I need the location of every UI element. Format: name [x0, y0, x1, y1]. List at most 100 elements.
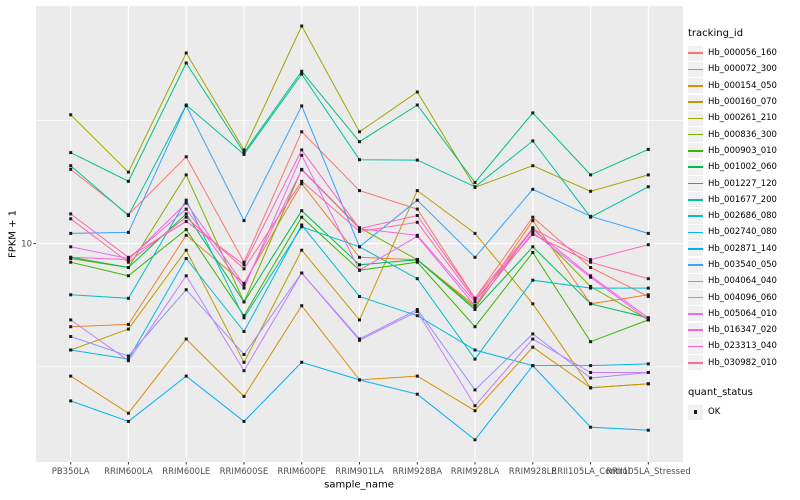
data-point [300, 271, 304, 275]
data-point [415, 189, 419, 193]
data-point [242, 151, 246, 155]
legend-label: Hb_001677_200 [708, 194, 777, 205]
data-point [473, 388, 477, 392]
data-point [358, 378, 361, 382]
legend-line-swatch [688, 361, 703, 364]
data-point [531, 230, 535, 234]
data-point [646, 428, 650, 432]
legend-label: Hb_000261_210 [708, 113, 777, 124]
data-point [184, 374, 188, 378]
data-point [242, 283, 246, 287]
data-point [242, 394, 246, 398]
data-point [126, 322, 130, 326]
legend-line-swatch [688, 247, 703, 250]
legend-line-swatch [688, 296, 703, 299]
legend-label: Hb_005064_010 [708, 308, 777, 319]
legend-label: Hb_001227_120 [708, 178, 777, 189]
data-point [415, 103, 419, 107]
data-point [242, 419, 246, 423]
data-point [531, 364, 535, 368]
data-point [126, 411, 130, 415]
legend-label: Hb_000154_050 [708, 80, 777, 91]
legend-label: OK [708, 407, 721, 418]
data-point [69, 293, 73, 297]
data-point [242, 300, 246, 304]
data-point [242, 267, 246, 271]
data-point [69, 318, 73, 322]
data-point [473, 306, 477, 310]
legend-line-swatch [688, 313, 703, 315]
legend-item: Hb_002740_080 [688, 224, 800, 240]
data-point [184, 233, 188, 237]
data-point [415, 207, 419, 211]
legend-item: Hb_000160_070 [688, 94, 800, 110]
x-tick-label: RRIM928BA [393, 467, 443, 477]
legend-item: Hb_030982_010 [688, 355, 800, 371]
data-point [126, 214, 130, 217]
legend-line-swatch [688, 182, 703, 185]
data-point [358, 189, 361, 193]
x-tick-label: RRII105LA_Stressed [606, 467, 691, 477]
data-point [126, 266, 130, 269]
legend-key [688, 143, 703, 159]
data-point [589, 266, 593, 269]
data-point [184, 274, 188, 278]
data-point [300, 104, 304, 108]
data-point [473, 185, 477, 189]
black-square-marker-icon [693, 410, 698, 414]
data-point [126, 274, 130, 278]
data-point [242, 219, 246, 223]
legend: tracking_id Hb_000056_160 Hb_000072_300 Hb… [688, 28, 800, 420]
legend-key [688, 61, 703, 77]
data-point [646, 173, 650, 177]
data-point [126, 170, 130, 174]
data-point [646, 295, 650, 298]
data-point [184, 198, 188, 202]
data-point [589, 286, 593, 290]
data-point [589, 173, 593, 177]
x-axis-title: sample_name [324, 479, 394, 491]
data-point [358, 338, 361, 342]
data-point [126, 327, 130, 331]
legend-key [688, 322, 703, 338]
data-point [69, 164, 73, 168]
data-point [473, 300, 477, 304]
legend-item: Hb_002871_140 [688, 241, 800, 257]
x-tick-label: RRIM928LE [509, 467, 557, 477]
data-point [300, 179, 304, 183]
y-tick-label: 10 [21, 240, 32, 250]
data-point [646, 277, 650, 281]
data-point [300, 148, 304, 152]
legend-key [688, 224, 703, 240]
legend-label: Hb_000836_300 [708, 129, 777, 140]
data-point [358, 268, 361, 272]
data-point [415, 310, 419, 313]
legend-item: Hb_000154_050 [688, 78, 800, 94]
legend-key [688, 338, 703, 354]
data-point [589, 371, 593, 374]
data-point [300, 209, 304, 213]
data-point [184, 51, 188, 55]
data-point [300, 24, 304, 28]
data-point [242, 152, 246, 156]
x-tick-label: PB350LA [52, 467, 90, 477]
data-point [358, 140, 361, 144]
data-point [242, 360, 246, 364]
legend-item: Hb_004064_040 [688, 273, 800, 289]
data-point [184, 215, 188, 219]
data-point [589, 340, 593, 344]
data-point [473, 298, 477, 302]
data-point [184, 173, 188, 177]
data-point [415, 90, 419, 94]
legend-key [688, 45, 703, 61]
legend-item: Hb_002686_080 [688, 208, 800, 224]
data-point [69, 260, 73, 264]
legend-label: Hb_004064_040 [708, 276, 777, 287]
legend-line-swatch [688, 280, 703, 283]
x-tick-label: RRIM600LE [162, 467, 210, 477]
legend-key [688, 110, 703, 126]
legend-label: Hb_023313_040 [708, 341, 777, 352]
data-point [358, 245, 361, 249]
data-point [589, 425, 593, 429]
data-point [69, 335, 73, 338]
